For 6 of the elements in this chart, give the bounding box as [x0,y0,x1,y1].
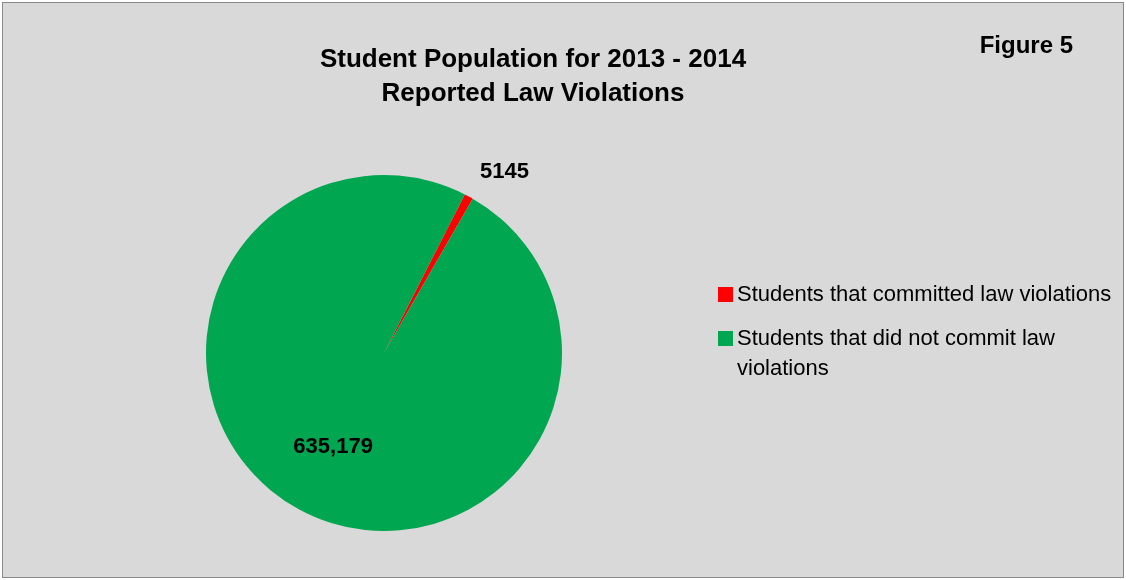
caption: Figure 5 [979,31,1073,59]
legend-label: Students that committed law violations [737,280,1112,308]
legend-label: Students that did not commit law violations [737,324,1056,382]
data-label: 635,179 [293,432,373,458]
data-label: 5145 [479,158,529,184]
chart-title: Student Population for 2013 - 2014 Reported Law Violations [318,42,748,109]
